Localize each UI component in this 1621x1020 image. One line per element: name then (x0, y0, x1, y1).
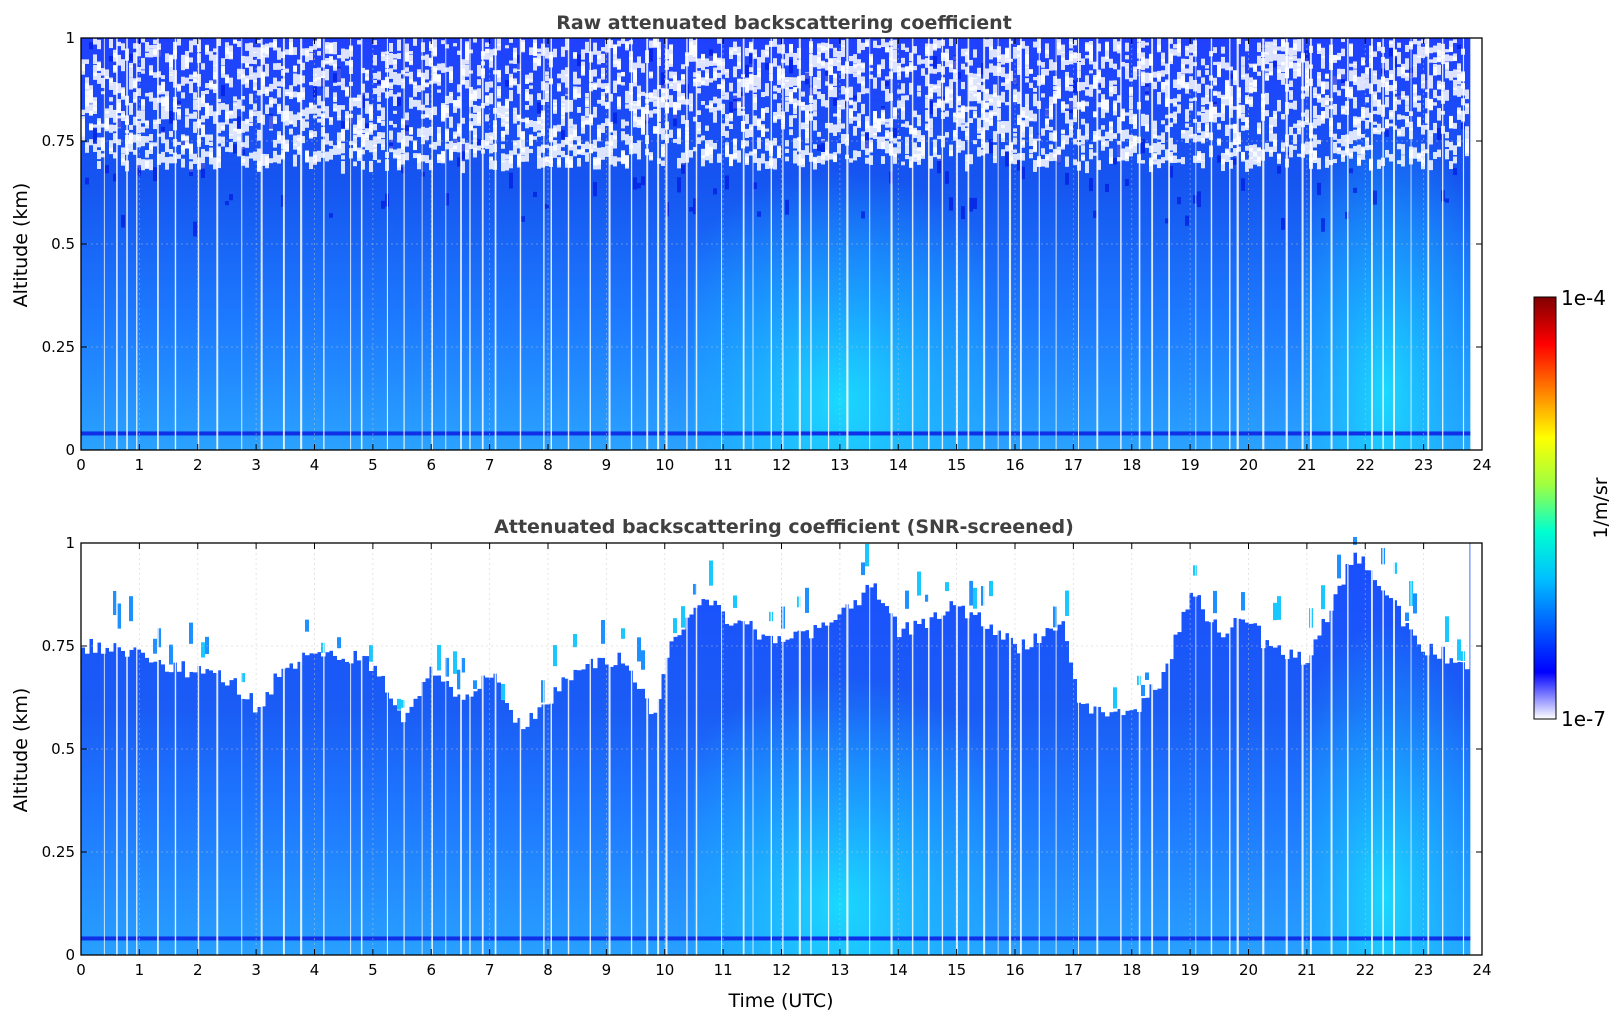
panel-raw-x-ticks: 0 1 2 3 4 5 6 7 8 9 10 11 12 13 14 15 16 17 18 19 20 21 22 23 24 (76, 38, 1492, 474)
y-tick-label: 0 (65, 946, 75, 964)
y-tick-label: 1 (65, 534, 75, 552)
x-tick-label: 20 (1239, 961, 1258, 979)
x-tick-label: 1 (135, 961, 145, 979)
x-tick-label: 16 (1005, 456, 1024, 474)
x-tick-label: 13 (830, 456, 849, 474)
y-tick-label: 0.5 (51, 740, 75, 758)
x-tick-label: 9 (602, 456, 612, 474)
x-tick-label: 4 (310, 456, 320, 474)
panel-raw: Raw attenuated backscattering coefficien… (10, 12, 1492, 474)
y-tick-label: 0.5 (51, 235, 75, 253)
colorbar-frame (1533, 296, 1557, 720)
colorbar: 1e-4 1e-7 1/m/sr (1533, 286, 1612, 731)
panel-screened-y-axis-label: Altitude (km) (10, 688, 32, 813)
x-tick-label: 2 (193, 961, 203, 979)
x-tick-label: 2 (193, 456, 203, 474)
y-tick-label: 0.75 (42, 637, 75, 655)
panel-screened-x-axis-label: Time (UTC) (727, 990, 833, 1012)
x-tick-label: 17 (1064, 456, 1083, 474)
panel-screened-title: Attenuated backscattering coefficient (S… (494, 516, 1074, 538)
x-tick-label: 15 (947, 456, 966, 474)
x-tick-label: 12 (772, 456, 791, 474)
x-tick-label: 15 (947, 961, 966, 979)
x-tick-label: 10 (655, 456, 674, 474)
panel-screened: Attenuated backscattering coefficient (S… (10, 516, 1492, 1012)
x-tick-label: 3 (251, 961, 261, 979)
x-tick-label: 17 (1064, 961, 1083, 979)
colorbar-unit-label: 1/m/sr (1590, 477, 1612, 538)
x-tick-label: 14 (889, 961, 908, 979)
panel-raw-y-ticks: 0 0.25 0.5 0.75 1 (42, 29, 1482, 459)
panel-screened-x-ticks: 0 1 2 3 4 5 6 7 8 9 10 11 12 13 14 15 16 17 18 19 20 21 22 23 24 (76, 543, 1492, 979)
x-tick-label: 4 (310, 961, 320, 979)
x-tick-label: 12 (772, 961, 791, 979)
x-tick-label: 7 (485, 456, 495, 474)
x-tick-label: 22 (1356, 456, 1375, 474)
colorbar-gradient (1534, 297, 1556, 719)
x-tick-label: 13 (830, 961, 849, 979)
x-tick-label: 24 (1472, 961, 1491, 979)
x-tick-label: 18 (1122, 456, 1141, 474)
x-tick-label: 22 (1356, 961, 1375, 979)
x-tick-label: 19 (1181, 456, 1200, 474)
x-tick-label: 6 (426, 961, 436, 979)
x-tick-label: 1 (135, 456, 145, 474)
x-tick-label: 14 (889, 456, 908, 474)
x-tick-label: 8 (543, 456, 553, 474)
x-tick-label: 21 (1297, 961, 1316, 979)
x-tick-label: 18 (1122, 961, 1141, 979)
colorbar-min-label: 1e-7 (1561, 707, 1606, 731)
x-tick-label: 5 (368, 961, 378, 979)
x-tick-label: 23 (1414, 456, 1433, 474)
y-tick-label: 0.25 (42, 843, 75, 861)
x-tick-label: 10 (655, 961, 674, 979)
x-tick-label: 0 (76, 456, 86, 474)
x-tick-label: 24 (1472, 456, 1491, 474)
panel-screened-y-ticks: 0 0.25 0.5 0.75 1 (42, 534, 1482, 964)
y-tick-label: 0.75 (42, 132, 75, 150)
x-tick-label: 23 (1414, 961, 1433, 979)
x-tick-label: 20 (1239, 456, 1258, 474)
x-tick-label: 7 (485, 961, 495, 979)
x-tick-label: 21 (1297, 456, 1316, 474)
x-tick-label: 6 (426, 456, 436, 474)
panel-raw-grid (81, 38, 1482, 450)
y-tick-label: 0 (65, 441, 75, 459)
x-tick-label: 9 (602, 961, 612, 979)
x-tick-label: 0 (76, 961, 86, 979)
panel-screened-grid (81, 543, 1482, 955)
x-tick-label: 5 (368, 456, 378, 474)
colorbar-max-label: 1e-4 (1561, 286, 1606, 310)
x-tick-label: 11 (714, 456, 733, 474)
panel-raw-title: Raw attenuated backscattering coefficien… (556, 12, 1012, 34)
panel-raw-heatmap (81, 38, 1471, 451)
y-tick-label: 0.25 (42, 338, 75, 356)
x-tick-label: 8 (543, 961, 553, 979)
y-tick-label: 1 (65, 29, 75, 47)
x-tick-label: 11 (714, 961, 733, 979)
x-tick-label: 3 (251, 456, 261, 474)
panel-screened-heatmap (81, 536, 1471, 955)
x-tick-label: 16 (1005, 961, 1024, 979)
x-tick-label: 19 (1181, 961, 1200, 979)
panel-raw-y-axis-label: Altitude (km) (10, 183, 32, 308)
